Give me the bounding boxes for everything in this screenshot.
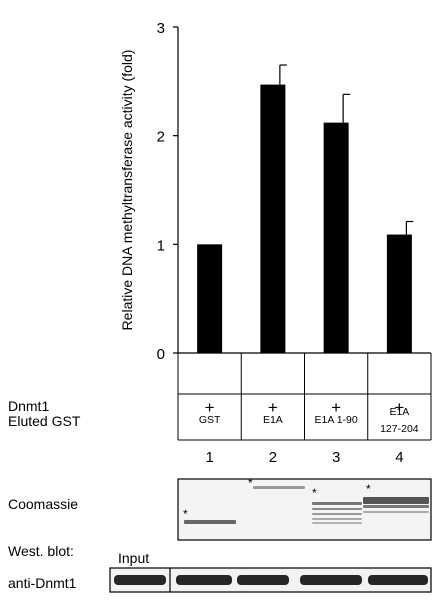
protein-band	[363, 505, 429, 508]
lane-number: 3	[332, 449, 340, 466]
dnmt1-plus-sign: +	[268, 398, 278, 417]
protein-band	[312, 508, 362, 510]
dnmt1-plus-sign: +	[331, 398, 341, 417]
coomassie-gel-frame	[177, 478, 432, 541]
lane-numbers: 1 2 3 4	[205, 449, 403, 466]
eluted-gst-cell: 127-204	[380, 423, 419, 435]
dnmt1-row-label: Dnmt1	[8, 398, 49, 414]
coomassie-label: Coomassie	[8, 496, 78, 512]
band-asterisk: *	[248, 476, 253, 490]
protein-band	[363, 497, 429, 504]
western-blot: West. blot: Input anti-Dnmt1	[8, 543, 432, 593]
eluted-gst-cell: E1A 1-90	[315, 414, 358, 426]
band-asterisk: *	[312, 486, 317, 500]
bar	[197, 244, 223, 353]
y-tick-label: 3	[157, 20, 165, 37]
protein-band	[363, 511, 429, 513]
dnmt1-plus-sign: +	[205, 398, 215, 417]
protein-band	[253, 486, 305, 489]
eluted-gst-cell: GST	[199, 414, 221, 426]
bar	[260, 84, 286, 354]
dnmt1-band	[368, 575, 428, 585]
bar	[386, 234, 412, 353]
protein-band	[312, 518, 362, 520]
band-asterisk: *	[183, 507, 188, 521]
bar-chart: Relative DNA methyltransferase activity …	[119, 20, 414, 363]
band-asterisk: *	[366, 482, 371, 496]
lane-number: 4	[395, 449, 403, 466]
protein-band	[312, 522, 362, 524]
y-tick-label: 0	[157, 346, 165, 363]
eluted-gst-row-label: Eluted GST	[8, 413, 81, 429]
protein-band	[184, 520, 236, 524]
western-blot-label: West. blot:	[8, 543, 74, 559]
anti-dnmt1-label: anti-Dnmt1	[8, 575, 77, 591]
protein-band	[312, 513, 362, 515]
dnmt1-plus-sign: +	[394, 398, 404, 417]
lane-number: 1	[205, 449, 213, 466]
condition-table: Dnmt1 Eluted GST + + + +GST E1A E1A 1-90E1A12…	[8, 352, 432, 441]
bar	[323, 122, 349, 353]
coomassie-gel: Coomassie * * * *	[8, 476, 432, 541]
y-tick-label: 2	[157, 129, 165, 146]
input-label: Input	[118, 550, 149, 566]
y-tick-label: 1	[157, 237, 165, 254]
dnmt1-band	[176, 575, 232, 585]
protein-band	[312, 502, 362, 505]
y-axis-label: Relative DNA methyltransferase activity …	[119, 50, 135, 331]
dnmt1-band	[114, 575, 166, 585]
eluted-gst-cell: E1A	[263, 414, 283, 426]
dnmt1-band	[237, 575, 289, 585]
lane-number: 2	[269, 449, 277, 466]
dnmt1-band	[300, 575, 362, 585]
eluted-gst-cell: E1A	[389, 406, 409, 418]
